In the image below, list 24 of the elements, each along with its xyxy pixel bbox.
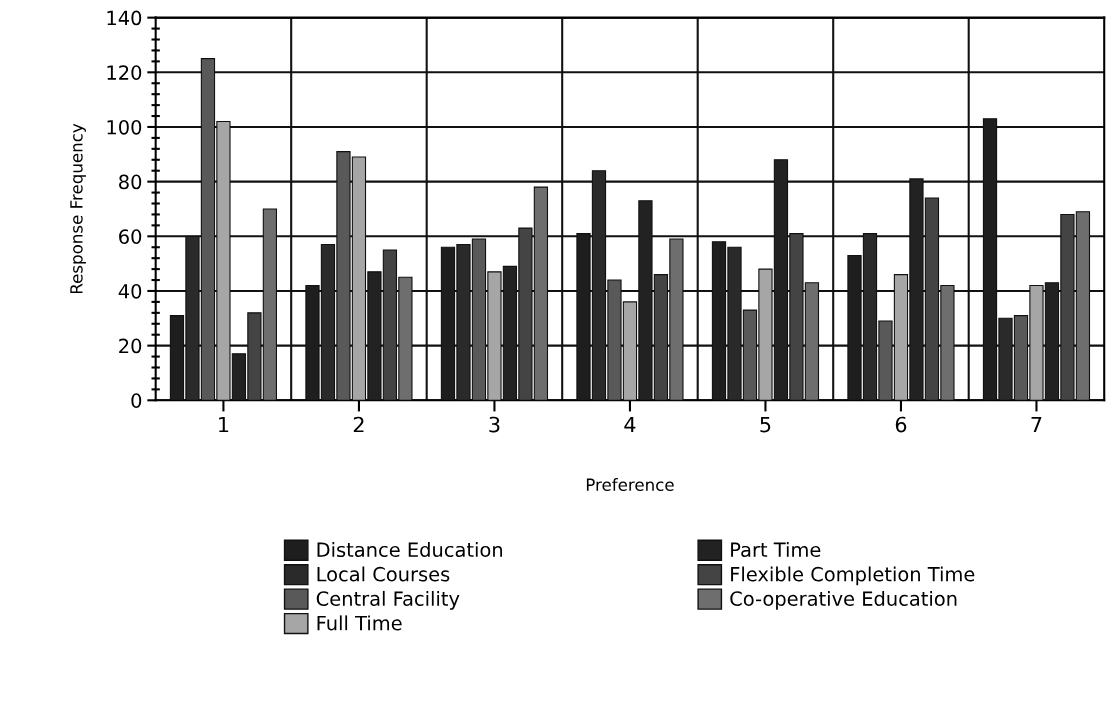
legend-label: Flexible Completion Time [731,566,975,586]
x-tick-label: 6 [895,416,907,433]
y-axis-title: Response Frequency [70,123,86,294]
y-tick-label: 40 [118,283,142,299]
legend-label: Part Time [731,542,821,558]
y-tick-label: 140 [107,10,142,26]
y-tick-label: 120 [107,65,142,80]
x-tick-label: 4 [624,416,636,433]
legend-label: Co-operative Education [730,590,957,610]
legend-label: Distance Education [317,542,503,558]
x-tick-label: 3 [489,416,500,433]
x-tick-label: 5 [760,416,771,433]
y-tick-label: 100 [107,119,142,135]
x-tick-label: 7 [1031,416,1042,433]
x-tick-label: 1 [219,416,229,433]
x-tick-label: 2 [353,416,364,433]
y-tick-label: 60 [119,229,142,244]
legend-label: Full Time [317,615,402,631]
y-tick-label: 0 [131,393,142,408]
y-tick-label: 80 [119,174,142,190]
x-axis-title: Preference [586,478,674,491]
y-tick-label: 20 [119,338,142,354]
legend-label: Local Courses [317,566,450,582]
legend-label: Central Facility [316,590,460,610]
